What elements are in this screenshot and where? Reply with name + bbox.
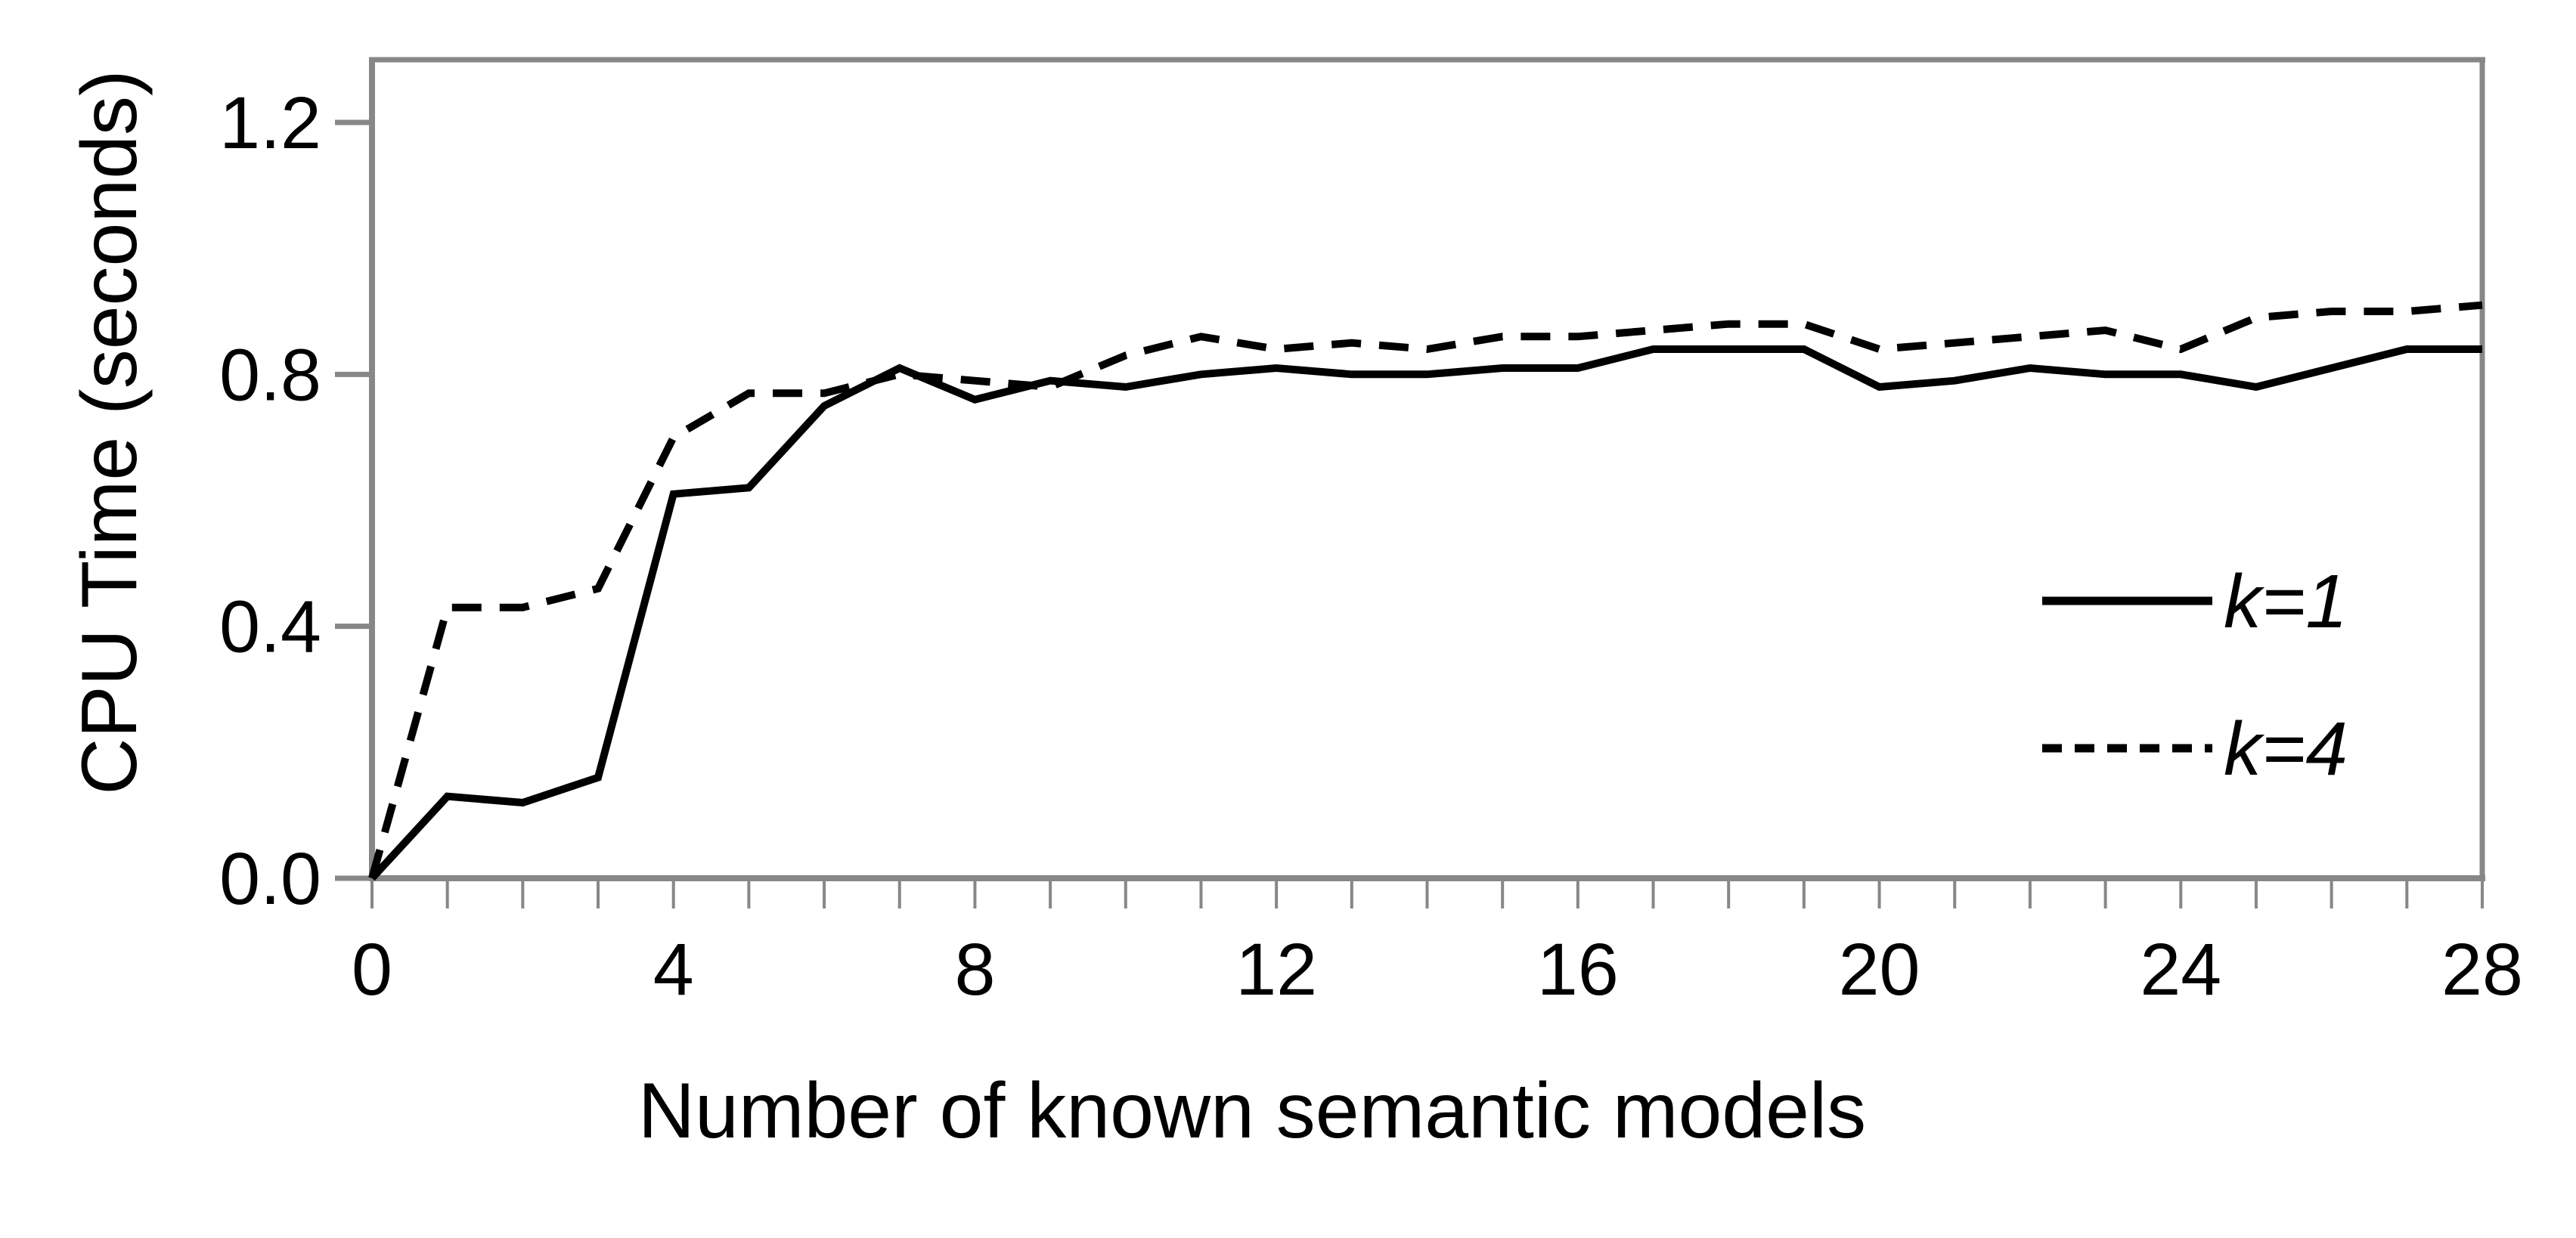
x-tick-label: 20 — [1839, 928, 1920, 1011]
legend: k=1 k=4 — [2042, 559, 2348, 791]
x-axis-title: Number of known semantic models — [638, 1067, 1866, 1155]
x-axis-tick-labels: 0 4 8 12 16 20 24 28 — [352, 928, 2523, 1011]
y-tick-label: 0.0 — [219, 837, 321, 920]
x-tick-label: 16 — [1537, 928, 1619, 1011]
legend-label-k=4: k=4 — [2224, 707, 2348, 791]
y-tick-label: 1.2 — [219, 82, 321, 164]
plot-frame — [369, 57, 2485, 881]
x-tick-label: 0 — [352, 928, 392, 1011]
data-series-lines — [368, 301, 2483, 881]
series-line-k=4 — [368, 301, 2483, 880]
y-axis-title: CPU Time (seconds) — [66, 70, 153, 794]
legend-label-k=1: k=1 — [2224, 559, 2348, 644]
y-axis-tick-labels: 0.0 0.4 0.8 1.2 — [219, 82, 321, 920]
y-tick-label: 0.8 — [219, 333, 321, 416]
x-axis-ticks — [370, 881, 2484, 908]
y-axis-ticks — [335, 119, 370, 881]
x-tick-label: 28 — [2441, 928, 2523, 1011]
y-tick-label: 0.4 — [219, 586, 321, 668]
series-line-k=1 — [369, 345, 2482, 881]
x-tick-label: 8 — [954, 928, 995, 1011]
x-tick-label: 12 — [1235, 928, 1317, 1011]
x-tick-label: 24 — [2140, 928, 2221, 1011]
x-tick-label: 4 — [653, 928, 694, 1011]
